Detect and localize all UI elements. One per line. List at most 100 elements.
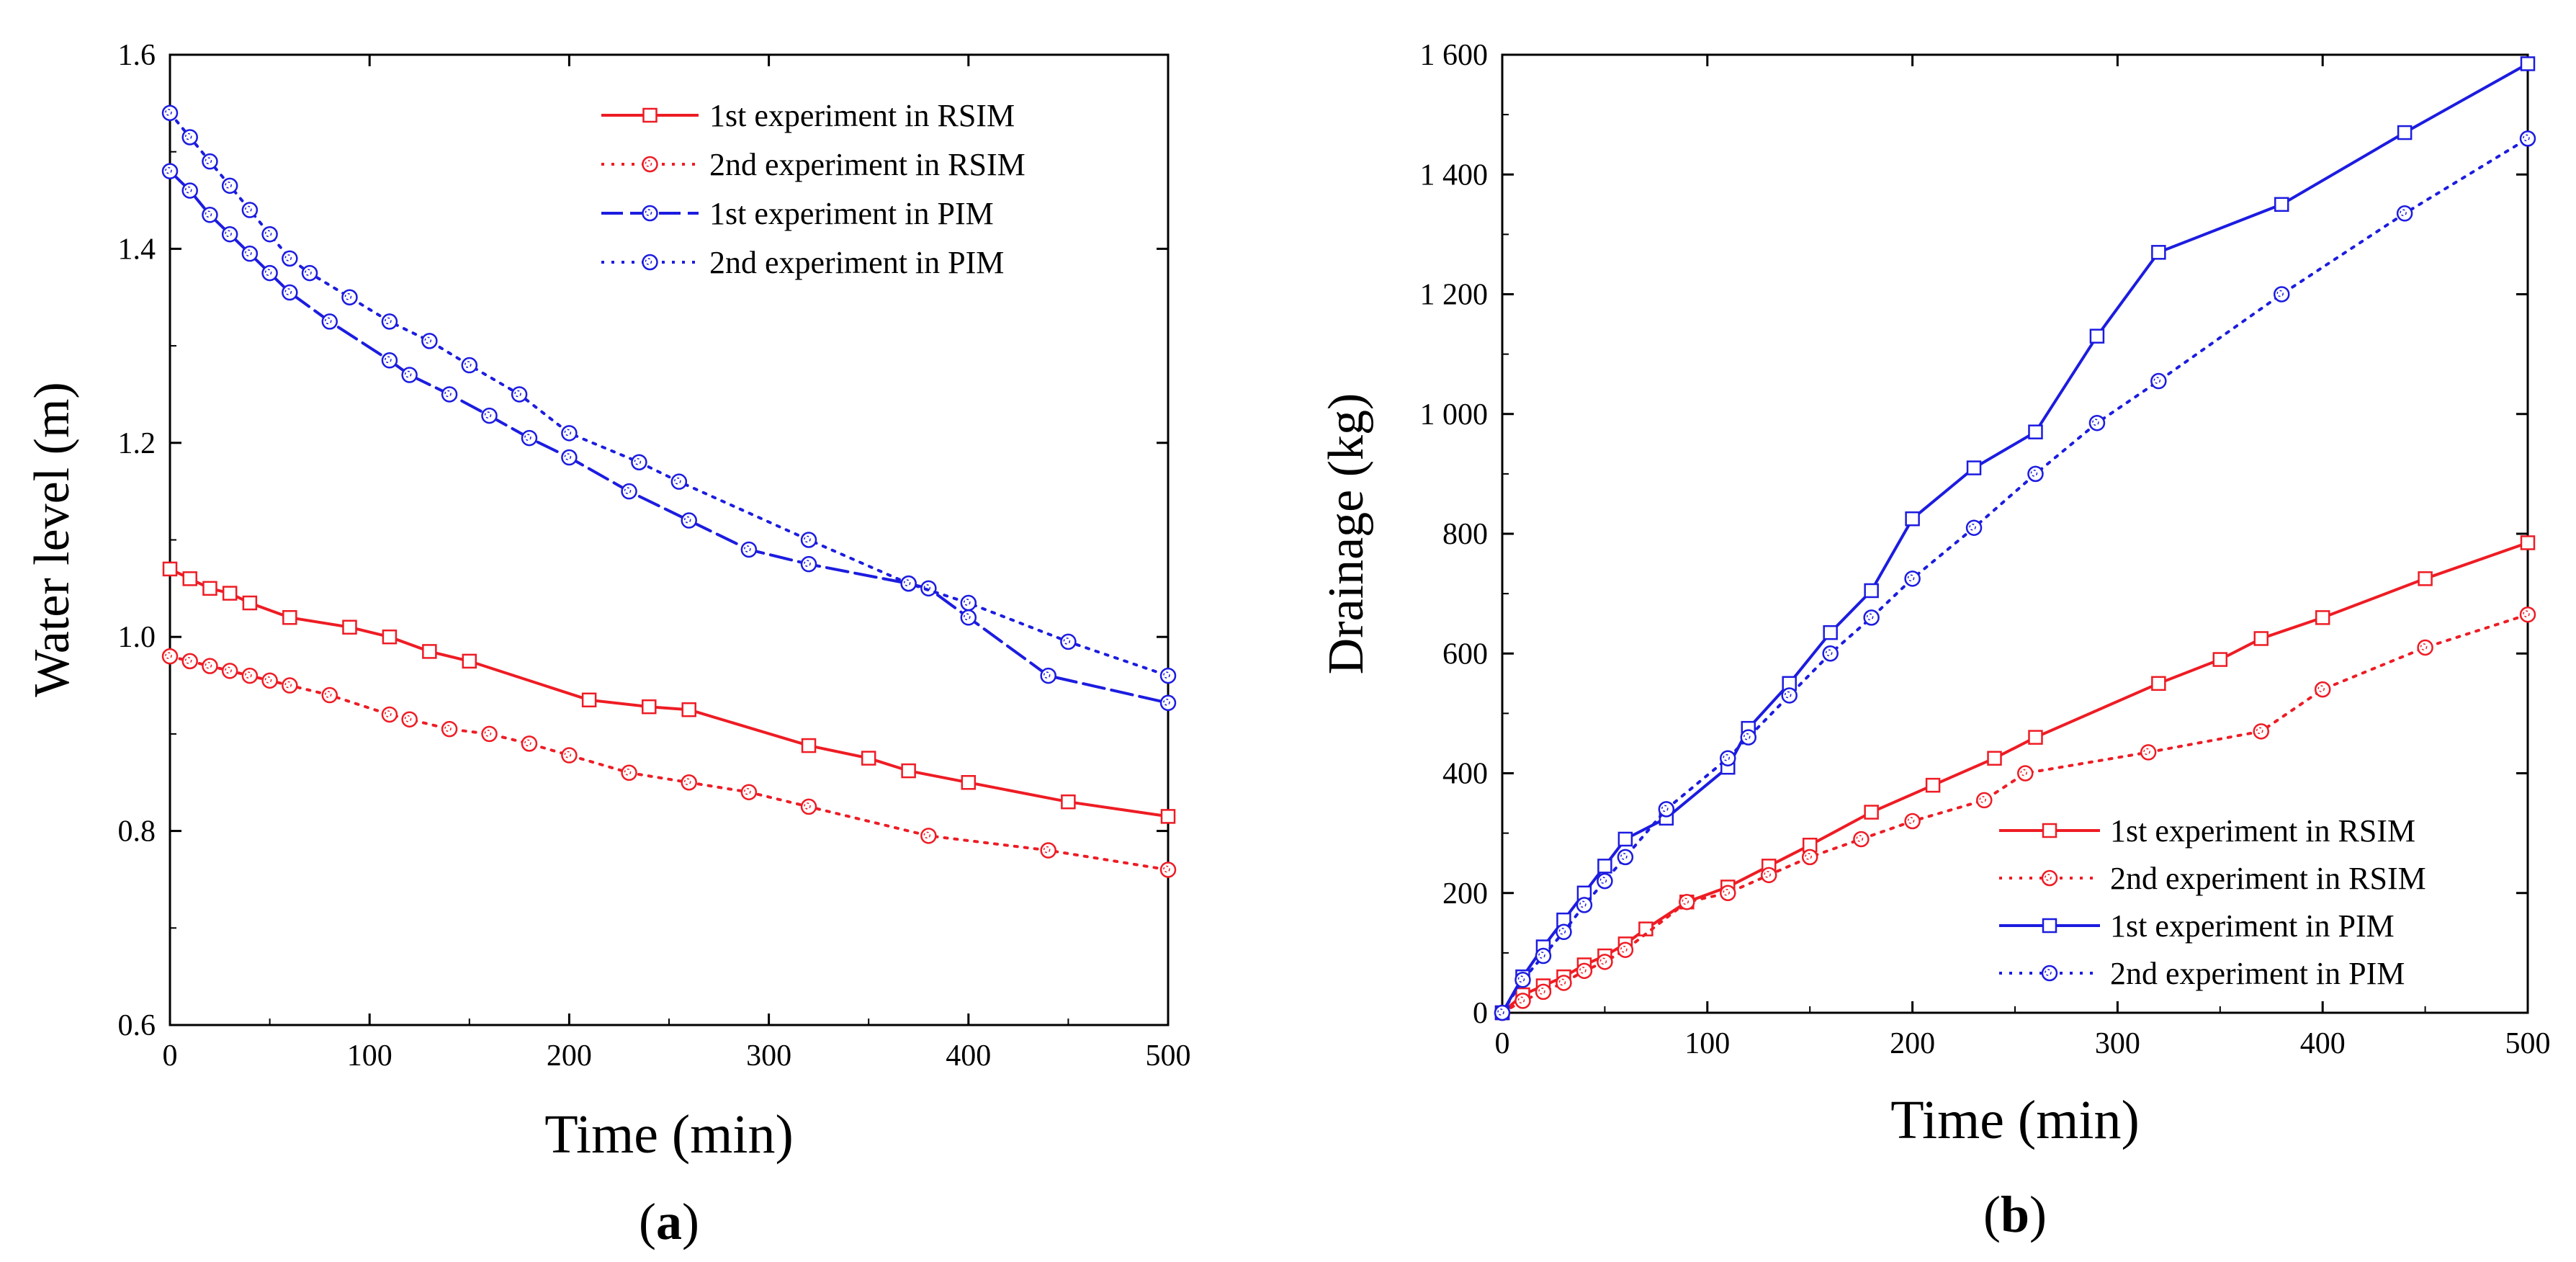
data-point-inner [404, 370, 412, 378]
data-point-inner [634, 457, 642, 465]
data-point [2028, 424, 2043, 439]
x-tick-label-b: 400 [2300, 1027, 2346, 1060]
data-point [2520, 535, 2536, 550]
x-tick-label-b: 0 [1495, 1027, 1510, 1060]
data-point-inner [1558, 978, 1566, 986]
data-point [1535, 947, 1552, 965]
data-point-inner [2143, 748, 2150, 756]
data-point [222, 586, 238, 601]
chart-b: Drainage (kg) Time (min) (b) 0 100 200 300 4… [1319, 39, 2551, 1243]
data-point [241, 202, 259, 218]
series-line-a-2 [169, 655, 1170, 872]
data-point [681, 702, 696, 717]
data-point [900, 575, 917, 592]
data-point-inner [2153, 377, 2161, 384]
data-point [202, 658, 218, 674]
data-point-inner [465, 361, 472, 368]
x-tick-label-b: 300 [2095, 1027, 2140, 1060]
data-point [1556, 975, 1572, 991]
data-point-inner [1063, 637, 1071, 645]
data-point-inner [165, 652, 172, 659]
y-tick-label-b: 1 200 [1420, 279, 1489, 312]
legend-marker [642, 254, 658, 271]
data-point-inner [2317, 685, 2325, 692]
y-axis-title-a: Water level (m) [24, 382, 80, 697]
y-tick-label-b: 1 600 [1420, 39, 1489, 72]
data-point [1987, 751, 2002, 766]
legend-marker-inner [2045, 969, 2052, 976]
data-point-inner [184, 657, 192, 664]
data-point [241, 245, 259, 262]
data-point-inner [1497, 1008, 1504, 1016]
data-point [521, 735, 538, 752]
data-point-inner [1784, 691, 1792, 699]
data-point [2396, 205, 2413, 222]
data-point [181, 182, 198, 199]
data-point [481, 407, 498, 424]
data-point [2273, 286, 2290, 303]
data-point [2397, 125, 2413, 140]
x-tick-label-b: 200 [1890, 1027, 1935, 1060]
x-axis-title-a: Time (min) [544, 1104, 794, 1165]
data-point [960, 594, 977, 612]
legend-b: 1st experiment in RSIM 2nd experiment in … [1999, 813, 2426, 991]
data-point-inner [524, 739, 531, 747]
legend-marker [642, 107, 658, 123]
data-point [242, 595, 258, 611]
data-point [2140, 744, 2157, 761]
data-point [1823, 625, 1838, 640]
data-point [2016, 765, 2034, 782]
legend-marker [2041, 965, 2058, 982]
data-point [961, 775, 977, 790]
data-point [461, 357, 478, 374]
legend-label: 1st experiment in RSIM [2110, 813, 2415, 849]
data-point [161, 163, 179, 179]
data-point [740, 784, 758, 800]
data-point-inner [2092, 419, 2099, 426]
series-b-1 [1494, 535, 2536, 1021]
data-point [1720, 750, 1736, 766]
data-point [221, 663, 238, 679]
x-tick-label-a: 400 [946, 1039, 991, 1073]
data-point-inner [564, 429, 572, 437]
data-point [960, 609, 977, 626]
data-point [2519, 606, 2536, 623]
data-point [2520, 56, 2536, 71]
data-point [521, 429, 538, 447]
data-point [2253, 631, 2269, 646]
data-point [2315, 610, 2330, 625]
data-point [321, 313, 338, 330]
data-point [1040, 842, 1056, 859]
data-point [1965, 519, 1983, 536]
data-point-inner [1558, 928, 1566, 935]
data-point [1904, 570, 1921, 587]
data-point [421, 333, 438, 349]
data-point-inner [683, 516, 691, 524]
legend-label: 1st experiment in PIM [2110, 908, 2395, 944]
data-point [1040, 667, 1056, 684]
data-point [920, 580, 937, 597]
data-point [2519, 130, 2536, 147]
data-point [1556, 923, 1572, 941]
data-point-inner [2020, 769, 2027, 777]
data-point-inner [2523, 610, 2530, 617]
data-point-inner [1969, 523, 1976, 531]
x-tick-label-b: 500 [2505, 1027, 2551, 1060]
data-point [401, 367, 418, 383]
plot-frame-a [169, 53, 1170, 1026]
y-tick-label-b: 200 [1442, 877, 1488, 910]
data-point-inner [804, 802, 811, 810]
data-point [1514, 972, 1531, 988]
data-point-inner [1517, 975, 1525, 983]
data-point [1976, 792, 1993, 809]
data-point-inner [205, 157, 212, 164]
data-point-inner [1907, 817, 1915, 824]
data-point-inner [1661, 805, 1669, 813]
data-point [511, 386, 528, 403]
panel-letter-a: a [656, 1193, 682, 1250]
data-point [261, 264, 278, 282]
svg-text:(a): (a) [639, 1193, 699, 1250]
data-point-inner [1856, 835, 1864, 842]
data-point-inner [1599, 957, 1607, 965]
data-point [800, 555, 817, 573]
